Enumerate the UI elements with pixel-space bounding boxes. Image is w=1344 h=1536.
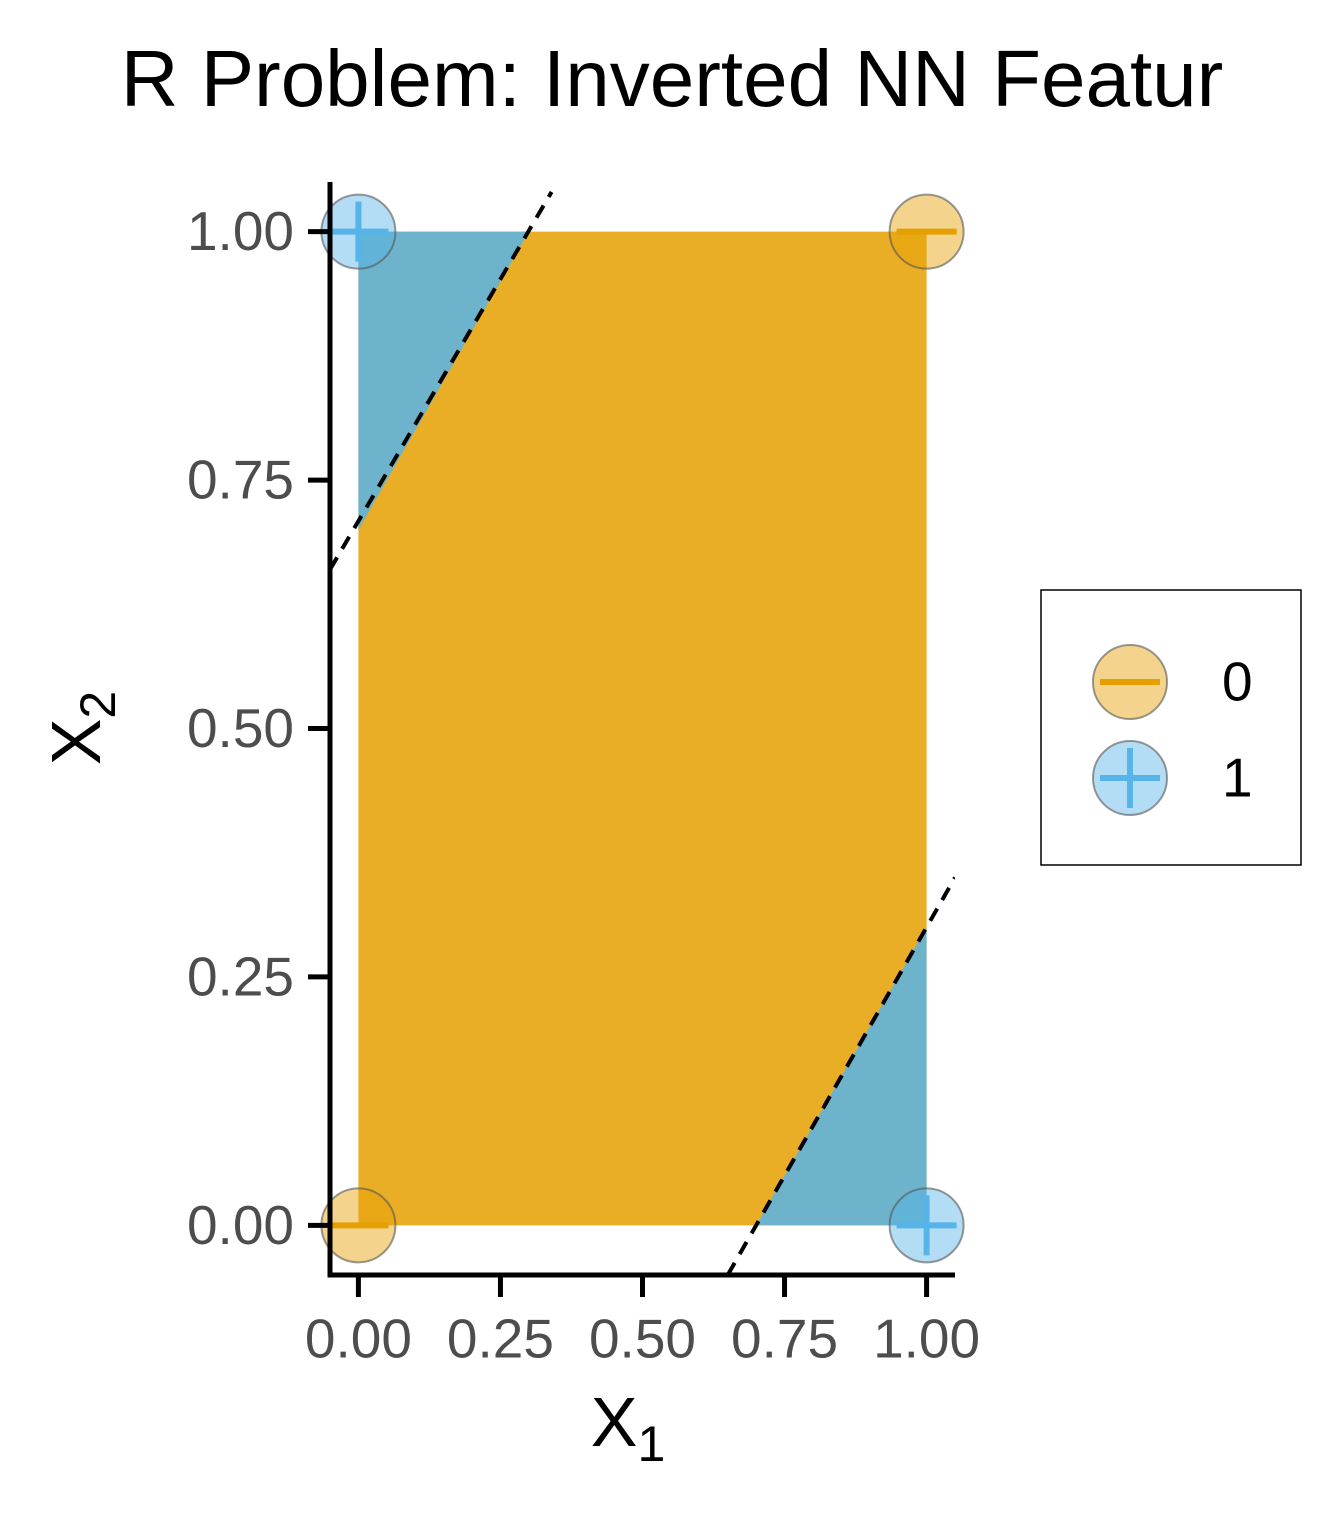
decision-boundary <box>725 876 955 1275</box>
y-tick-label: 1.00 <box>187 200 294 262</box>
y-axis-title-sub: 2 <box>70 691 126 719</box>
plot-area <box>330 190 955 1275</box>
decision-region <box>358 231 529 530</box>
legend-label: 1 <box>1222 747 1253 809</box>
y-axis-title-main: X <box>37 719 115 766</box>
y-tick-label: 0.25 <box>187 945 294 1007</box>
legend-label: 0 <box>1222 651 1253 713</box>
x-tick-label: 0.25 <box>447 1308 554 1370</box>
decision-region <box>358 231 927 1226</box>
y-tick-label: 0.50 <box>187 697 294 759</box>
legend-item: 0 <box>1092 644 1253 720</box>
decision-boundary <box>330 190 554 571</box>
x-axis-title: X1 <box>591 1383 666 1472</box>
legend-box <box>1040 589 1302 866</box>
y-axis-title: X2 <box>37 691 126 766</box>
chart-title: R Problem: Inverted NN Featur <box>121 34 1224 123</box>
y-tick-label: 0.00 <box>187 1194 294 1256</box>
y-tick-label: 0.75 <box>187 449 294 511</box>
x-tick-label: 0.75 <box>731 1308 838 1370</box>
x-tick-label: 1.00 <box>873 1308 980 1370</box>
x-axis-title-main: X <box>591 1383 638 1461</box>
legend-item: 1 <box>1092 740 1253 816</box>
x-tick-label: 0.50 <box>589 1308 696 1370</box>
x-tick-label: 0.00 <box>305 1308 412 1370</box>
decision-region <box>756 927 927 1226</box>
x-axis-title-sub: 1 <box>637 1416 665 1472</box>
